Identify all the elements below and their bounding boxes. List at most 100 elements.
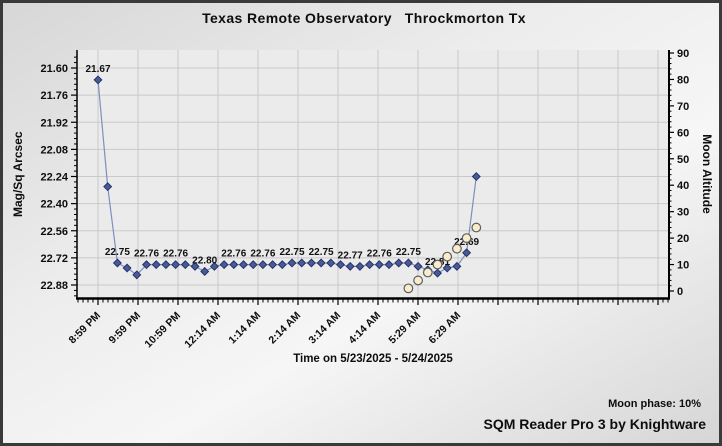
- sqm-data-point: [161, 260, 171, 270]
- x-tick-label: 9:59 PM: [107, 309, 144, 346]
- sqm-data-point: [384, 260, 394, 270]
- sqm-data-point: [442, 263, 452, 273]
- sqm-data-point: [151, 260, 161, 270]
- sqm-value-label: 22.75: [396, 247, 421, 258]
- sqm-data-point: [316, 258, 326, 268]
- sqm-data-point: [93, 75, 103, 85]
- chart-title: Texas Remote Observatory Throckmorton Tx: [202, 10, 526, 26]
- sqm-data-point: [209, 261, 219, 271]
- y-left-tick-label: 21.60: [40, 63, 68, 75]
- sqm-value-label: 22.76: [134, 249, 159, 260]
- sqm-data-point: [190, 261, 200, 271]
- y-left-tick-label: 21.92: [40, 117, 68, 129]
- sqm-value-label: 22.76: [250, 249, 275, 260]
- sqm-data-point: [462, 248, 472, 258]
- x-axis: 8:59 PM 9:59 PM 10:59 PM 12:14 AM 1:14 AM 2:1…: [67, 297, 670, 350]
- y-right-tick-label: 90: [677, 48, 689, 60]
- x-axis-title: Time on 5/23/2025 - 5/24/2025: [293, 353, 453, 365]
- moon-data-point: [403, 283, 414, 294]
- moon-data-point: [442, 251, 453, 262]
- y-axis-right: 0 10 20 30 40 50 60 70 80 90 Moon Altitude: [668, 48, 714, 299]
- sqm-data-point: [432, 268, 443, 278]
- moon-data-point: [452, 243, 462, 254]
- y-right-tick-label: 40: [677, 180, 689, 192]
- sqm-data-point: [268, 260, 278, 270]
- sqm-data-point: [229, 260, 239, 270]
- sqm-value-label: 22.77: [338, 250, 363, 261]
- y-left-tick-label: 21.76: [40, 90, 68, 102]
- y-right-tick-label: 60: [677, 127, 689, 139]
- sqm-data-point: [141, 260, 152, 270]
- gridlines: [77, 50, 669, 299]
- sqm-data-point: [103, 182, 113, 192]
- moon-data-point: [461, 233, 472, 244]
- sqm-data-point: [171, 260, 181, 270]
- sqm-data-point: [297, 258, 307, 268]
- sqm-value-label: 22.80: [192, 255, 217, 266]
- sqm-data-point: [200, 266, 210, 276]
- x-tick-label: 6:29 AM: [426, 309, 463, 346]
- app-branding-label: SQM Reader Pro 3 by Knightware: [483, 416, 707, 432]
- sqm-value-label: 22.75: [309, 247, 334, 258]
- sqm-value-label: 22.76: [221, 249, 246, 260]
- y-left-tick-label: 22.24: [40, 172, 68, 184]
- moon-data-point: [413, 275, 424, 286]
- y-right-tick-label: 0: [677, 286, 683, 298]
- sqm-data-point: [238, 260, 249, 270]
- y-left-tick-label: 22.08: [40, 144, 68, 156]
- x-tick-label: 8:59 PM: [67, 309, 104, 346]
- x-tick-label: 2:14 AM: [266, 309, 303, 346]
- moon-data-point: [422, 267, 433, 278]
- y-axis-left: 21.60 21.76 21.92 22.08 22.24 22.40 22.56 22.72…: [11, 50, 78, 299]
- sqm-data-point: [112, 258, 122, 268]
- x-tick-label: 1:14 AM: [226, 309, 263, 346]
- y-right-tick-label: 70: [677, 101, 689, 113]
- sqm-chart: 21.60 21.76 21.92 22.08 22.24 22.40 22.56 22.72…: [11, 48, 714, 350]
- x-tick-label: 5:29 AM: [386, 309, 423, 346]
- sqm-data-point: [471, 171, 481, 182]
- moon-data-point: [432, 259, 443, 270]
- y-right-tick-label: 80: [677, 74, 689, 86]
- y-right-tick-label: 50: [677, 154, 689, 166]
- sqm-data-point: [180, 260, 190, 270]
- sqm-value-label: 22.76: [163, 249, 188, 260]
- sqm-data-point: [335, 260, 346, 270]
- sqm-data-point: [345, 261, 355, 271]
- y-right-tick-label: 10: [677, 260, 689, 272]
- sqm-data-point: [219, 260, 229, 270]
- x-tick-label: 12:14 AM: [182, 309, 223, 350]
- sqm-data-point: [306, 258, 316, 268]
- sqm-data-point: [374, 260, 384, 270]
- sqm-value-label: 21.67: [85, 64, 110, 75]
- sqm-data-point: [452, 261, 462, 271]
- y-right-tick-label: 20: [677, 233, 689, 245]
- y-left-tick-label: 22.40: [40, 199, 68, 211]
- sqm-value-label: 22.76: [367, 249, 392, 260]
- x-tick-label: 4:14 AM: [346, 309, 383, 346]
- sqm-line: [97, 79, 477, 276]
- y-left-tick-label: 22.56: [40, 226, 68, 238]
- sqm-data-point: [326, 258, 336, 268]
- moon-phase-label: Moon phase: 10%: [608, 398, 701, 410]
- sqm-data-point: [132, 270, 142, 280]
- sqm-data-point: [248, 260, 258, 270]
- sqm-data-point: [413, 261, 423, 271]
- sqm-data-point: [287, 258, 297, 268]
- x-tick-label: 10:59 PM: [142, 309, 183, 350]
- y-left-tick-label: 22.88: [40, 280, 68, 292]
- sqm-data-point: [365, 260, 375, 270]
- moon-data-point: [471, 222, 482, 233]
- x-tick-label: 3:14 AM: [306, 309, 343, 346]
- y-axis-left-title: Mag/Sq Arcsec: [11, 131, 25, 217]
- plot-area: [77, 50, 669, 299]
- sqm-data-point: [122, 263, 132, 273]
- sqm-data-point: [394, 258, 404, 268]
- sqm-data-point: [355, 261, 365, 271]
- sqm-value-label: 22.75: [105, 247, 130, 258]
- sqm-data-point: [258, 260, 268, 270]
- sqm-value-label: 22.75: [279, 247, 304, 258]
- moon-series: [403, 222, 482, 294]
- y-axis-right-title: Moon Altitude: [700, 134, 714, 214]
- sqm-data-point: [277, 260, 287, 270]
